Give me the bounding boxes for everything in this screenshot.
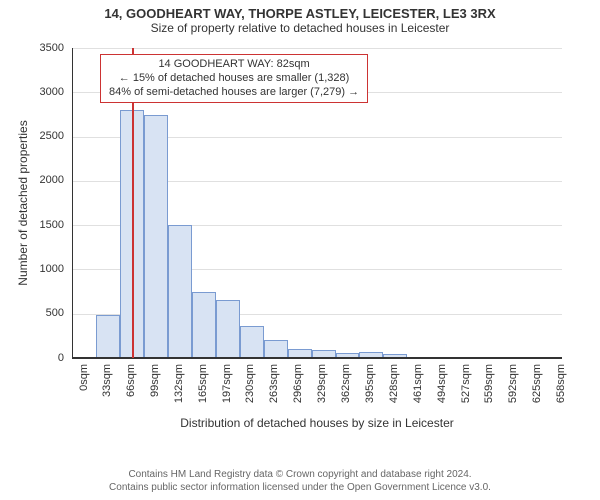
x-tick-label: 230sqm: [244, 364, 256, 414]
x-tick-label: 362sqm: [340, 364, 352, 414]
footer-line: Contains public sector information licen…: [0, 482, 600, 495]
x-tick-label: 658sqm: [555, 364, 567, 414]
x-tick-label: 428sqm: [388, 364, 400, 414]
x-tick-label: 0sqm: [78, 364, 90, 414]
y-tick-label: 0: [0, 352, 64, 364]
chart-title: 14, GOODHEART WAY, THORPE ASTLEY, LEICES…: [0, 0, 600, 21]
x-tick-label: 263sqm: [268, 364, 280, 414]
histogram-bar: [216, 300, 240, 358]
histogram-bar: [264, 340, 288, 358]
x-tick-label: 33sqm: [101, 364, 113, 414]
x-axis-line: [72, 357, 562, 358]
info-box-line: ← 15% of detached houses are smaller (1,…: [109, 72, 359, 86]
y-tick-label: 1000: [0, 263, 64, 275]
y-tick-label: 2000: [0, 174, 64, 186]
chart-subtitle: Size of property relative to detached ho…: [0, 21, 600, 35]
x-tick-label: 197sqm: [221, 364, 233, 414]
x-tick-label: 66sqm: [125, 364, 137, 414]
info-box: 14 GOODHEART WAY: 82sqm← 15% of detached…: [100, 54, 368, 103]
x-axis-title: Distribution of detached houses by size …: [72, 416, 562, 430]
x-tick-label: 99sqm: [149, 364, 161, 414]
info-box-line: 84% of semi-detached houses are larger (…: [109, 86, 359, 100]
x-tick-label: 132sqm: [173, 364, 185, 414]
x-tick-label: 527sqm: [460, 364, 472, 414]
footer-line: Contains HM Land Registry data © Crown c…: [0, 469, 600, 482]
y-tick-label: 1500: [0, 219, 64, 231]
x-tick-label: 329sqm: [316, 364, 328, 414]
x-tick-label: 296sqm: [292, 364, 304, 414]
info-box-line: 14 GOODHEART WAY: 82sqm: [109, 58, 359, 72]
x-tick-label: 461sqm: [412, 364, 424, 414]
y-tick-label: 2500: [0, 130, 64, 142]
y-tick-label: 500: [0, 307, 64, 319]
histogram-bar: [168, 225, 192, 358]
histogram-bar: [96, 315, 120, 358]
chart-root: 14, GOODHEART WAY, THORPE ASTLEY, LEICES…: [0, 0, 600, 500]
x-tick-label: 592sqm: [507, 364, 519, 414]
plot-area: 14 GOODHEART WAY: 82sqm← 15% of detached…: [72, 48, 562, 358]
x-tick-label: 494sqm: [436, 364, 448, 414]
x-tick-label: 625sqm: [531, 364, 543, 414]
y-tick-label: 3500: [0, 42, 64, 54]
x-tick-label: 165sqm: [197, 364, 209, 414]
histogram-bar: [144, 115, 168, 358]
y-axis-line: [72, 48, 73, 358]
x-tick-label: 395sqm: [364, 364, 376, 414]
footer-attribution: Contains HM Land Registry data © Crown c…: [0, 469, 600, 494]
histogram-bar: [192, 292, 216, 358]
histogram-bar: [240, 326, 264, 358]
y-tick-label: 3000: [0, 86, 64, 98]
gridline-h: [72, 358, 562, 359]
x-tick-label: 559sqm: [483, 364, 495, 414]
